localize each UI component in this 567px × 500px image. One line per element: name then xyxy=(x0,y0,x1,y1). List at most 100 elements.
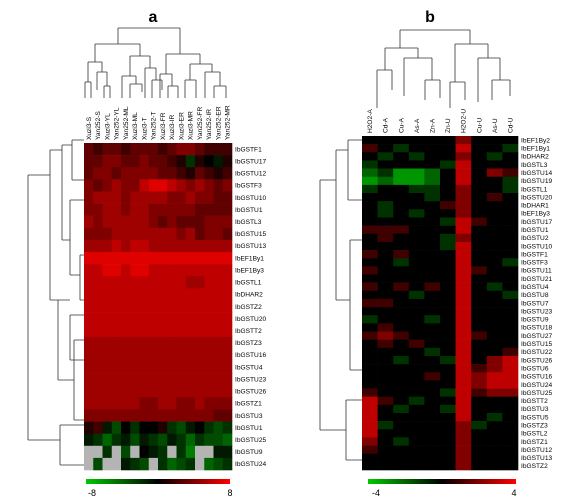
panel-b-cell xyxy=(471,217,488,226)
panel-a-cell xyxy=(93,312,103,325)
panel-a-cell xyxy=(130,239,140,253)
panel-a-cell xyxy=(158,433,168,447)
panel-a-cell xyxy=(158,445,168,459)
panel-b-cell xyxy=(455,225,472,235)
panel-a-cell xyxy=(176,227,187,241)
panel-a-cell xyxy=(158,385,168,398)
panel-a-cell xyxy=(139,421,150,434)
panel-a-cell xyxy=(84,239,94,253)
panel-b-cell xyxy=(486,347,503,357)
panel-a-cell xyxy=(222,457,233,471)
panel-a-cell xyxy=(121,433,131,447)
panel-b-cell xyxy=(424,233,441,243)
panel-a-cell xyxy=(102,433,113,447)
panel-a-cell xyxy=(213,361,224,374)
panel-b-cell xyxy=(393,461,410,471)
panel-a-cell xyxy=(121,373,131,386)
panel-a-cell xyxy=(121,288,131,301)
panel-a-cell xyxy=(204,143,214,156)
panel-b-cell xyxy=(455,193,472,202)
panel-a-column-label: Xuzi3-ER xyxy=(178,112,185,140)
panel-a-cell xyxy=(148,409,159,422)
panel-b-cell xyxy=(502,266,519,275)
panel-a-cell xyxy=(185,203,196,216)
panel-a-cell xyxy=(167,239,177,253)
panel-a-cell xyxy=(167,179,177,192)
panel-b-cell xyxy=(408,307,425,316)
panel-b-cell xyxy=(393,445,410,455)
panel-b-cell xyxy=(486,266,503,275)
panel-b-cell xyxy=(455,184,472,194)
panel-a-cell xyxy=(102,179,113,192)
panel-b-cell xyxy=(471,355,488,365)
panel-b-cell xyxy=(486,152,503,161)
panel-b-cell xyxy=(377,331,394,340)
panel-a-cell xyxy=(213,264,224,277)
panel-a-cell xyxy=(93,397,103,410)
panel-b-cell xyxy=(486,258,503,267)
panel-a-row-label: IbGSTZ1 xyxy=(235,401,262,408)
panel-a-cell xyxy=(93,336,103,350)
panel-a-cell xyxy=(148,252,159,265)
panel-a-cell xyxy=(195,336,205,350)
panel-b-cell xyxy=(377,233,394,243)
panel-b-cell xyxy=(440,372,456,381)
panel-b-cell xyxy=(486,298,503,308)
panel-b-cell xyxy=(393,290,410,300)
panel-b-cell xyxy=(377,380,394,389)
panel-b-cell xyxy=(377,282,394,292)
panel-a-cell xyxy=(111,203,122,216)
panel-a-cell xyxy=(176,361,187,374)
panel-a-cell xyxy=(148,179,159,192)
panel-a-row-label: IbGSTU9 xyxy=(235,449,263,456)
panel-a-cell xyxy=(139,215,150,229)
panel-b-cell xyxy=(377,339,394,349)
panel-b-row-label: IbGSTU21 xyxy=(521,276,552,283)
panel-b-scale-min: -4 xyxy=(372,488,380,498)
panel-a-cell xyxy=(139,409,150,422)
panel-a-cell xyxy=(121,300,131,313)
panel-a-cell xyxy=(102,252,113,265)
panel-b-cell xyxy=(408,217,425,226)
panel-a-color-scale xyxy=(86,479,230,484)
panel-b-cell xyxy=(408,339,425,349)
panel-b-cell xyxy=(362,258,378,267)
panel-a-cell xyxy=(111,167,122,180)
panel-a-column-label: Xuzi3-YL xyxy=(104,113,111,140)
panel-a-cell xyxy=(213,167,224,180)
panel-b-cell xyxy=(362,266,378,275)
panel-a-cell xyxy=(121,191,131,204)
panel-a-cell xyxy=(176,179,187,192)
panel-a-cell xyxy=(185,167,196,180)
panel-a-cell xyxy=(195,276,205,289)
panel-b-cell xyxy=(486,193,503,202)
panel-a-cell xyxy=(121,155,131,168)
panel-a-cell xyxy=(213,445,224,459)
panel-a-row-label: IbGSTU1 xyxy=(235,425,263,432)
panel-a-cell xyxy=(111,276,122,289)
panel-b-cell xyxy=(377,225,394,235)
panel-b-cell xyxy=(502,396,519,406)
panel-a-row-label: IbGSTL1 xyxy=(235,280,262,287)
panel-b-cell xyxy=(424,209,441,218)
panel-b-cell xyxy=(377,404,394,414)
panel-a-cell xyxy=(102,300,113,313)
panel-a-cell xyxy=(158,239,168,253)
panel-a-column-label: Xuzi3-ML xyxy=(132,112,139,140)
panel-a-cell xyxy=(130,348,140,362)
panel-b-cell xyxy=(424,331,441,340)
panel-a-cell xyxy=(167,167,177,180)
panel-b-cell xyxy=(502,429,519,438)
panel-b-cell xyxy=(408,274,425,283)
panel-b-row-label: IbGSTU12 xyxy=(521,447,552,454)
panel-a-cell xyxy=(213,227,224,241)
panel-a-cell xyxy=(158,300,168,313)
panel-b-row-label: IbGSTL1 xyxy=(521,186,548,193)
panel-a-cell xyxy=(185,215,196,229)
panel-b-cell xyxy=(440,152,456,161)
panel-b-cell xyxy=(502,453,519,463)
panel-a-column-label: Yan252-YL xyxy=(114,107,121,140)
panel-a-cell xyxy=(148,336,159,350)
panel-a-cell xyxy=(102,312,113,325)
